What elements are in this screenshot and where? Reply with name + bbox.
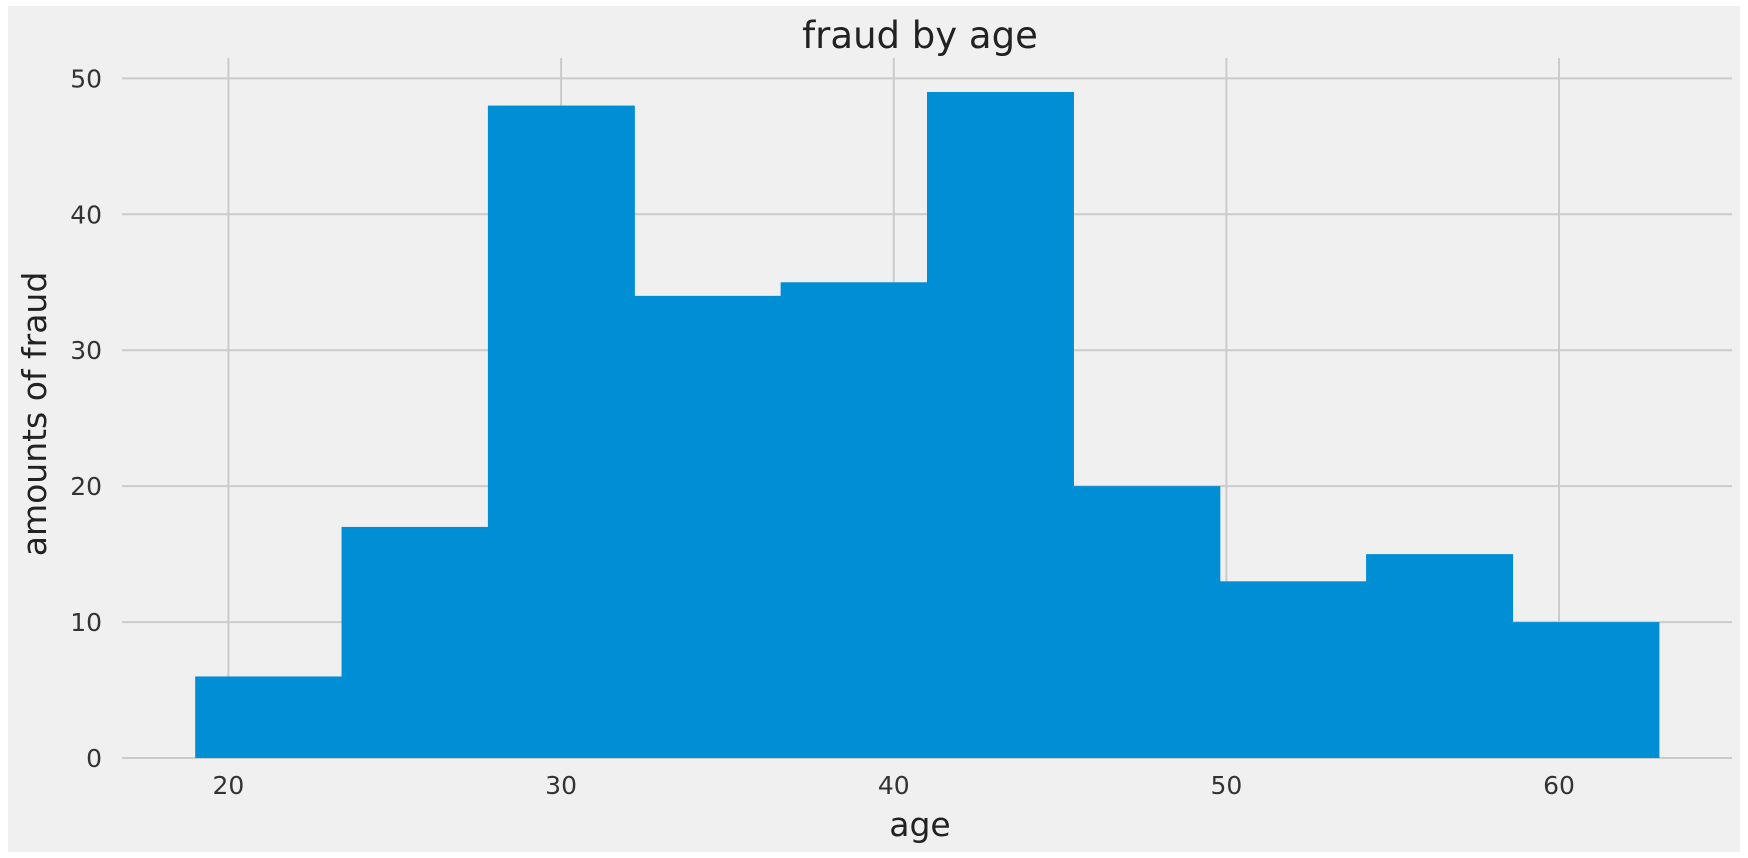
y-tick-labels: 0 10 20 30 40 50 xyxy=(70,64,102,773)
histogram-bars xyxy=(195,91,1660,758)
x-axis-label: age xyxy=(889,805,950,844)
histogram-bar-2 xyxy=(341,526,489,758)
y-axis-label: amounts of fraud xyxy=(15,272,54,557)
x-tick-label-60: 60 xyxy=(1543,771,1575,800)
y-tick-label-0: 0 xyxy=(86,744,102,773)
y-tick-label-40: 40 xyxy=(70,200,102,229)
y-tick-label-50: 50 xyxy=(70,64,102,93)
y-tick-label-20: 20 xyxy=(70,472,102,501)
x-tick-labels: 20 30 40 50 60 xyxy=(213,771,1575,800)
x-tick-label-30: 30 xyxy=(545,771,577,800)
histogram-bar-10 xyxy=(1512,622,1660,758)
histogram-bar-6 xyxy=(927,91,1074,758)
histogram-bar-1 xyxy=(195,676,343,758)
histogram-bar-9 xyxy=(1366,554,1514,758)
histogram-bar-8 xyxy=(1219,581,1367,758)
y-tick-label-10: 10 xyxy=(70,608,102,637)
chart-title: fraud by age xyxy=(802,14,1038,57)
x-tick-label-50: 50 xyxy=(1210,771,1242,800)
histogram-bar-4 xyxy=(634,295,782,758)
histogram-bar-7 xyxy=(1073,486,1221,758)
x-tick-label-40: 40 xyxy=(878,771,910,800)
x-tick-label-20: 20 xyxy=(213,771,245,800)
histogram-bar-3 xyxy=(487,105,635,758)
histogram-bar-5 xyxy=(780,282,928,758)
y-tick-label-30: 30 xyxy=(70,336,102,365)
